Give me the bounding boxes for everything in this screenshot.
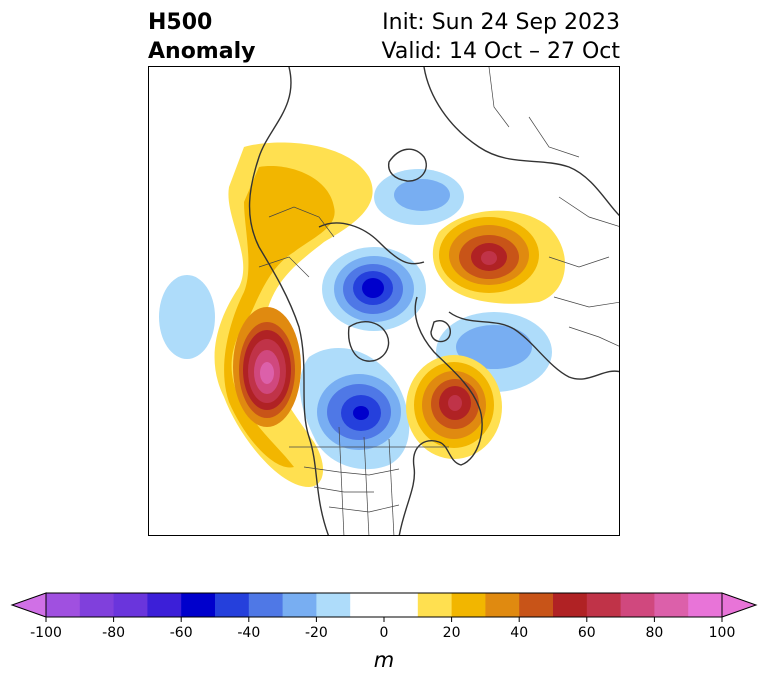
colorbar-bin — [485, 593, 520, 617]
colorbar-extend-low — [10, 592, 47, 618]
title-field: Anomaly — [148, 39, 256, 64]
colorbar-bin — [586, 593, 622, 617]
colorbar-bin — [654, 593, 689, 617]
init-date: Init: Sun 24 Sep 2023 — [382, 10, 620, 35]
colorbar: -100 -80 -60 -40 -20 0 20 40 60 80 100 — [10, 592, 758, 641]
colorbar-tick-label: -60 — [170, 625, 193, 641]
negative-anomaly-arctic — [322, 247, 426, 331]
negative-anomaly-canada — [299, 348, 410, 470]
colorbar-bin — [688, 593, 723, 617]
colorbar-tick-label: 80 — [645, 625, 663, 641]
map-canvas — [159, 67, 619, 535]
anomaly-peak — [260, 362, 274, 384]
colorbar-bin — [350, 593, 419, 617]
colorbar-bin — [553, 593, 588, 617]
anomaly-map — [148, 66, 620, 536]
colorbar-tick-label: -100 — [30, 625, 62, 641]
colorbar-bin — [215, 593, 250, 617]
negative-anomaly-barents — [374, 169, 464, 225]
map-title: H500 Anomaly — [148, 8, 255, 66]
positive-anomaly-west-coast — [214, 142, 373, 487]
colorbar-bin — [181, 593, 216, 617]
valid-range: Valid: 14 Oct – 27 Oct — [381, 39, 620, 64]
positive-anomaly-russia — [432, 210, 566, 304]
colorbar-bin — [620, 593, 655, 617]
coastlines — [248, 67, 619, 535]
colorbar-bin — [113, 593, 148, 617]
colorbar-bin — [417, 593, 453, 617]
colorbar-bin — [316, 593, 351, 617]
colorbar-tick-label: -40 — [237, 625, 260, 641]
positive-anomaly-labrador — [406, 355, 502, 459]
colorbar-bin — [46, 593, 81, 617]
colorbar-bin — [147, 593, 182, 617]
colorbar-extend-high — [721, 592, 758, 618]
colorbar-unit: m — [373, 648, 395, 672]
colorbar-tick-label: -80 — [102, 625, 125, 641]
colorbar-tick-label: 40 — [510, 625, 528, 641]
colorbar-bin — [519, 593, 554, 617]
colorbar-tick-label: 60 — [578, 625, 596, 641]
colorbar-bin — [79, 593, 115, 617]
colorbar-bin — [282, 593, 317, 617]
title-variable: H500 — [148, 10, 213, 35]
colorbar-tick-label: 0 — [380, 625, 389, 641]
colorbar-tick-label: -20 — [305, 625, 328, 641]
forecast-dates: Init: Sun 24 Sep 2023 Valid: 14 Oct – 27… — [382, 8, 620, 66]
colorbar-bin — [451, 593, 486, 617]
political-borders — [258, 67, 619, 535]
colorbar-tick-label: 100 — [709, 625, 736, 641]
colorbar-bin — [248, 593, 284, 617]
colorbar-tick-label: 20 — [443, 625, 461, 641]
negative-anomaly-central-pacific — [159, 275, 215, 359]
